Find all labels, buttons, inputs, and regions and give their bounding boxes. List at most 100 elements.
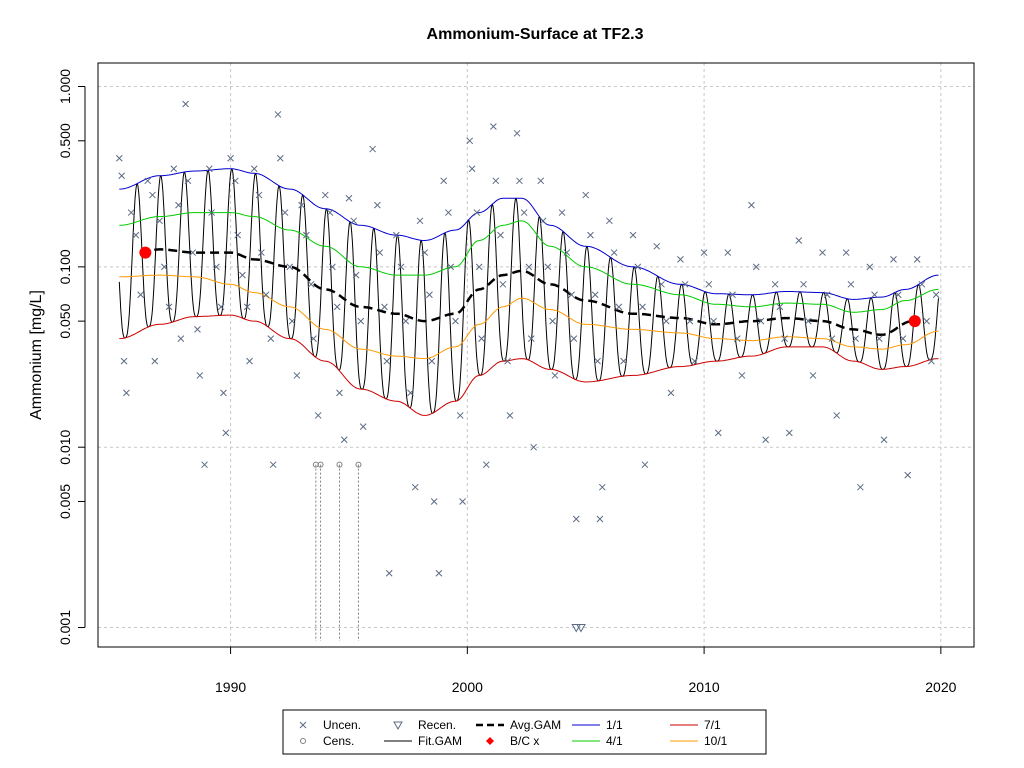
legend-label: 10/1 — [704, 734, 728, 748]
uncensored-point — [345, 194, 353, 202]
uncensored-point — [255, 191, 263, 199]
uncensored-point — [563, 249, 571, 256]
bc-point — [139, 246, 152, 259]
uncensored-point — [350, 217, 358, 225]
uncensored-point — [321, 191, 329, 199]
uncensored-point — [196, 372, 204, 379]
y-tick-label: 0.500 — [57, 123, 73, 158]
uncensored-point — [729, 291, 736, 299]
legend-item: 4/1 — [572, 734, 623, 748]
uncensored-point — [710, 317, 717, 325]
uncensored-point — [160, 263, 168, 271]
legend-item: 1/1 — [572, 718, 623, 732]
uncensored-point — [639, 303, 646, 311]
y-axis-label: Ammonium [mg/L] — [28, 290, 45, 420]
censored-point — [317, 461, 324, 468]
uncensored-point — [572, 515, 580, 523]
gridlines — [98, 63, 974, 647]
uncensored-point — [201, 461, 208, 469]
uncensored-point — [662, 317, 670, 325]
y-tick-label: 0.010 — [57, 429, 73, 464]
legend-item: B/C x — [486, 734, 539, 748]
series-line-1-1 — [119, 168, 939, 300]
uncensored-point — [596, 515, 604, 523]
uncensored-point — [381, 303, 388, 311]
uncensored-point — [445, 209, 452, 216]
uncensored-point — [587, 231, 594, 239]
uncensored-point — [629, 231, 637, 239]
legend-symbol-triangle — [393, 721, 403, 731]
uncensored-point — [175, 201, 182, 209]
legend-item: Fit.GAM — [384, 734, 462, 748]
x-tick-label: 1990 — [215, 679, 246, 695]
uncensored-point — [899, 335, 907, 342]
uncensored-point — [374, 201, 381, 209]
uncensored-point — [757, 317, 765, 325]
uncensored-point — [871, 291, 878, 299]
uncensored-point — [653, 242, 661, 250]
uncensored-point — [208, 209, 215, 216]
uncensored-point — [231, 177, 239, 185]
uncensored-point — [478, 335, 485, 342]
uncensored-point — [227, 154, 234, 162]
plot-frame — [97, 62, 975, 648]
censored-point — [355, 461, 362, 468]
uncensored-point — [785, 429, 793, 437]
uncensored-point — [520, 209, 528, 216]
uncensored-point — [894, 291, 902, 299]
uncensored-point — [516, 177, 523, 185]
y-tick-label: 0.005 — [57, 484, 73, 519]
uncensored-point — [149, 191, 156, 199]
y-tick-label: 0.001 — [57, 610, 73, 645]
uncensored-point — [667, 389, 675, 397]
uncensored-point — [857, 483, 864, 491]
uncensored-point — [246, 357, 253, 365]
legend-item: 7/1 — [670, 718, 721, 732]
legend-symbol-circle — [300, 738, 306, 744]
legend-item: 10/1 — [670, 734, 728, 748]
x-tick-label: 2010 — [689, 679, 720, 695]
uncensored-point — [473, 209, 481, 216]
legend-label: 4/1 — [606, 734, 623, 748]
uncensored-point — [918, 280, 926, 288]
uncensored-point — [383, 357, 391, 365]
uncensored-point — [213, 263, 220, 271]
uncensored-point — [842, 249, 850, 256]
uncensored-point — [549, 317, 556, 325]
uncensored-point — [302, 231, 310, 239]
uncensored-point — [239, 271, 246, 279]
uncensored-point — [923, 317, 931, 325]
legend-item: Recen. — [393, 718, 456, 732]
fit-gam-line — [118, 168, 939, 414]
uncensored-point — [293, 372, 301, 379]
uncensored-point — [407, 389, 414, 397]
series-line-avg-gam — [140, 248, 913, 337]
uncensored-point — [310, 335, 317, 342]
uncensored-point — [177, 335, 185, 342]
uncensored-point — [809, 372, 817, 379]
uncensored-point — [691, 357, 698, 365]
uncensored-point — [823, 291, 831, 299]
uncensored-point — [539, 217, 547, 225]
uncensored-point — [527, 335, 535, 342]
y-tick-label: 0.050 — [57, 303, 73, 338]
uncensored-point — [932, 291, 940, 299]
legend-label: 7/1 — [704, 718, 721, 732]
uncensored-point — [610, 249, 618, 256]
uncensored-point — [890, 256, 897, 263]
uncensored-point — [466, 137, 474, 145]
uncensored-point — [781, 335, 788, 342]
uncensored-point — [537, 177, 545, 185]
legend-box — [282, 709, 767, 755]
uncensored-point — [582, 191, 590, 199]
uncensored-point — [137, 291, 144, 299]
uncensored-point — [468, 165, 476, 173]
uncensored-point — [513, 129, 521, 137]
uncensored-point — [156, 217, 163, 225]
legend-symbol-x — [299, 721, 307, 729]
uncensored-point — [615, 303, 623, 311]
uncensored-point — [132, 231, 140, 239]
uncensored-point — [544, 263, 552, 271]
bc-point — [908, 315, 921, 328]
uncensored-point — [426, 291, 433, 299]
